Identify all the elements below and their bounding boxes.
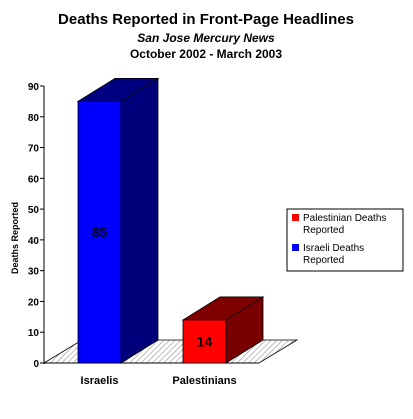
y-tick-label: 10 bbox=[28, 328, 40, 339]
x-axis-tick-labels: Israelis Palestinians bbox=[81, 375, 237, 387]
data-label-palestinians: 14 bbox=[197, 333, 213, 349]
y-tick-label: 20 bbox=[28, 297, 40, 308]
chart-title: Deaths Reported in Front-Page Headlines bbox=[58, 11, 354, 28]
y-axis-label: Deaths Reported bbox=[10, 202, 20, 274]
legend-box bbox=[286, 208, 404, 272]
y-tick-label: 60 bbox=[28, 174, 40, 185]
bars: 85 14 bbox=[76, 77, 265, 364]
chart-date-range: October 2002 - March 2003 bbox=[130, 47, 282, 61]
y-axis-ticks: 0 10 20 30 40 50 60 70 80 90 bbox=[28, 82, 44, 370]
x-tick-label-palestinians: Palestinians bbox=[172, 375, 236, 387]
y-tick-label: 70 bbox=[28, 144, 40, 155]
chart-subtitle: San Jose Mercury News bbox=[137, 31, 275, 45]
bar-palestinians bbox=[182, 319, 227, 364]
legend-entry-palestinian: Palestinian Deaths Reported bbox=[292, 213, 386, 236]
y-tick-label: 80 bbox=[28, 113, 40, 124]
legend-label-palestinian-line2: Reported bbox=[303, 225, 344, 236]
legend-label-israeli-line2: Reported bbox=[303, 255, 344, 266]
bar-side-israelis bbox=[120, 77, 159, 364]
legend-label-palestinian-line1: Palestinian Deaths bbox=[303, 213, 386, 224]
x-tick-label-israelis: Israelis bbox=[81, 375, 119, 387]
y-tick-label: 50 bbox=[28, 205, 40, 216]
legend: Palestinian Deaths Reported Israeli Deat… bbox=[286, 208, 404, 272]
bar-israelis bbox=[77, 100, 122, 364]
y-tick-label: 0 bbox=[33, 359, 39, 370]
y-tick-label: 40 bbox=[28, 236, 40, 247]
legend-swatch-palestinian bbox=[292, 214, 299, 221]
legend-swatch-israeli bbox=[292, 244, 299, 251]
legend-label-israeli-line1: Israeli Deaths bbox=[303, 243, 364, 254]
y-tick-label: 90 bbox=[28, 82, 40, 93]
legend-entry-israeli: Israeli Deaths Reported bbox=[292, 243, 364, 266]
y-tick-label: 30 bbox=[28, 267, 40, 278]
data-label-israelis: 85 bbox=[92, 224, 108, 240]
